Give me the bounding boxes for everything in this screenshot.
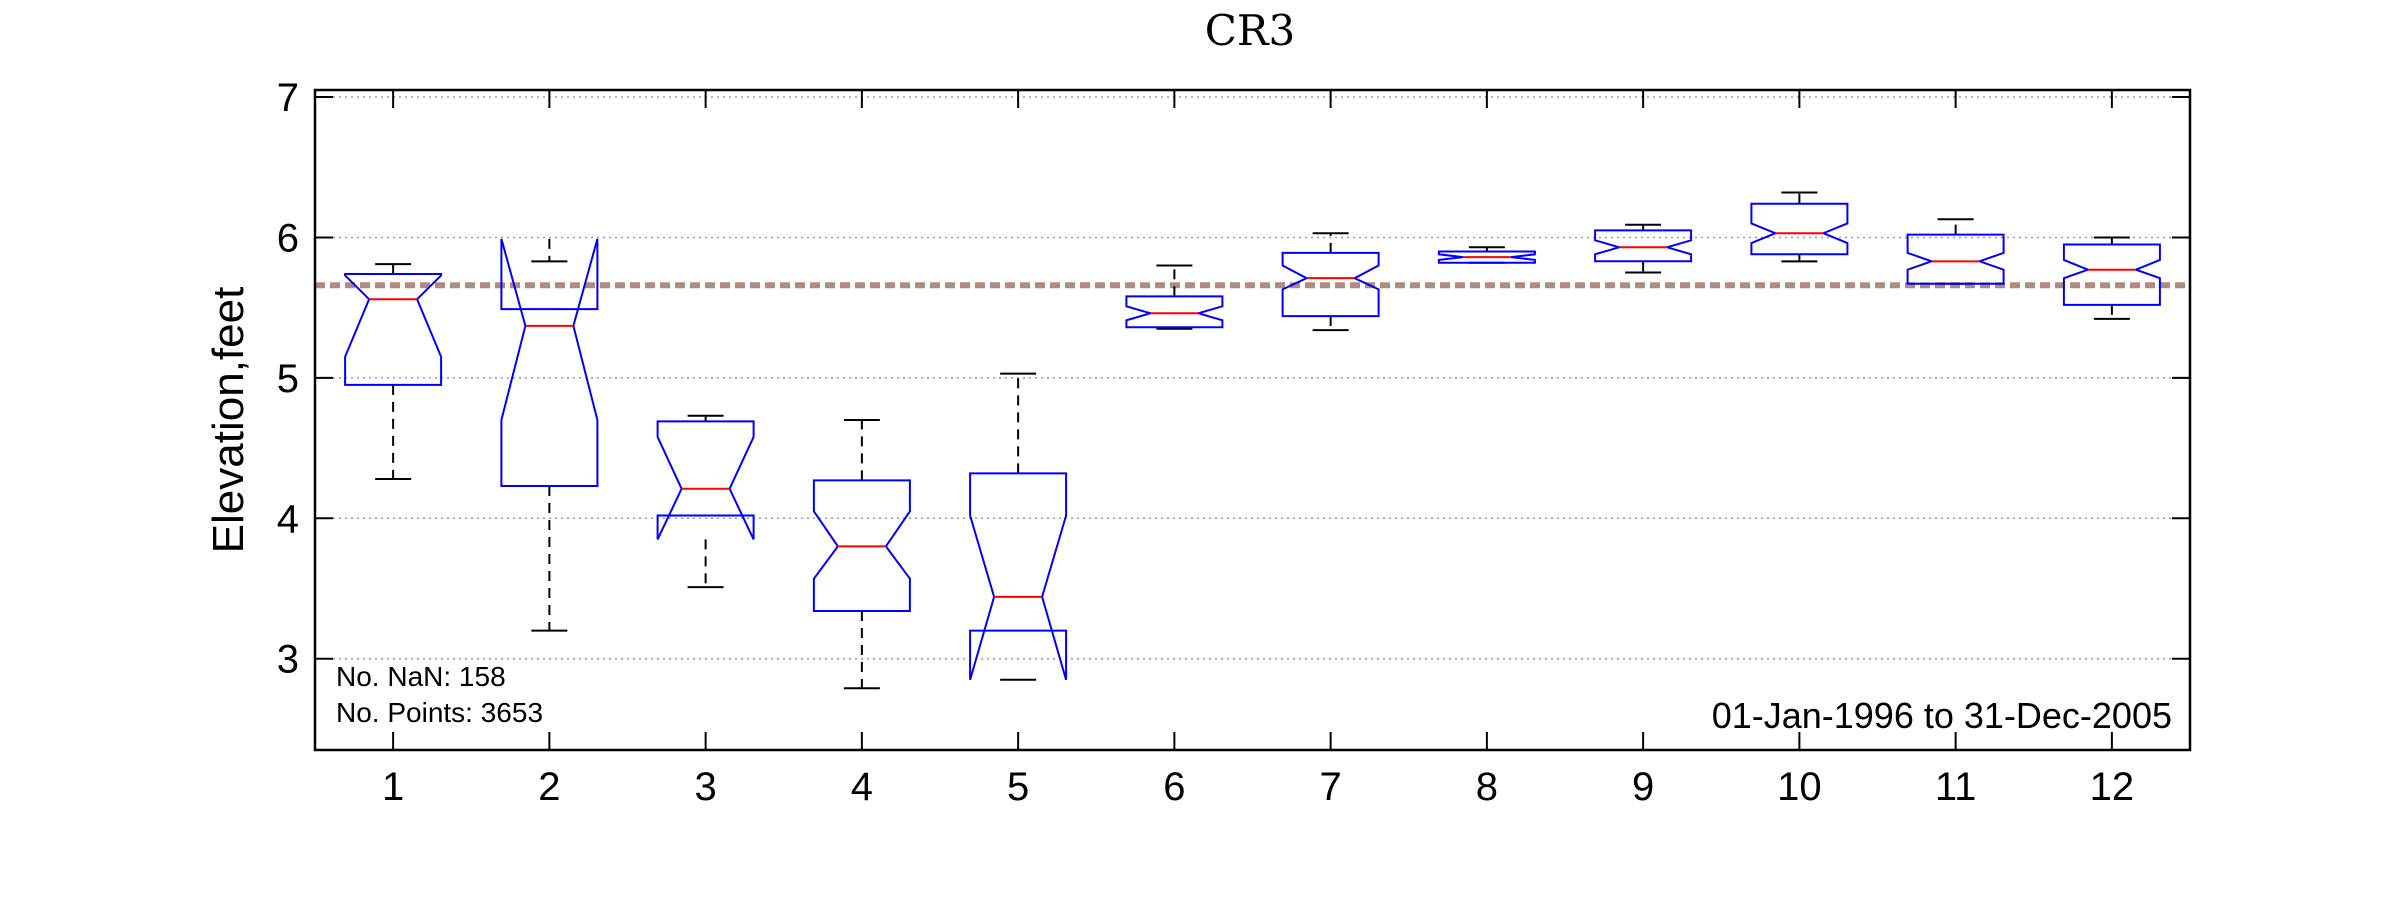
box-month-12 [2062, 236, 2161, 320]
x-tick-label-10: 10 [1777, 765, 1822, 809]
y-tick-label-3: 3 [277, 638, 299, 682]
x-tick-label-9: 9 [1632, 765, 1654, 809]
date-range-note: 01-Jan-1996 to 31-Dec-2005 [1712, 695, 2172, 736]
x-tick-label-12: 12 [2090, 765, 2135, 809]
chart-title: CR3 [1205, 6, 1295, 55]
notched-box [1281, 251, 1380, 318]
box-month-1 [344, 263, 443, 480]
x-tick-label-3: 3 [695, 765, 717, 809]
nan-count-note: No. NaN: 158 [336, 661, 506, 692]
box-month-9 [1594, 223, 1693, 274]
y-tick-label-7: 7 [277, 76, 299, 120]
y-tick-label-5: 5 [277, 357, 299, 401]
box-month-10 [1750, 191, 1849, 263]
notched-box [656, 420, 755, 540]
box-month-6 [1125, 264, 1224, 330]
boxes-group [344, 191, 2161, 690]
x-tick-label-2: 2 [538, 765, 560, 809]
notched-box [1906, 233, 2005, 285]
box-month-3 [656, 414, 755, 589]
grid-lines [315, 96, 2190, 660]
box-month-5 [969, 372, 1068, 681]
box-month-4 [812, 419, 911, 690]
x-tick-label-11: 11 [1935, 765, 1977, 809]
box-month-11 [1906, 218, 2005, 285]
notched-box [812, 479, 911, 612]
notched-box [344, 273, 443, 386]
notched-box [1437, 250, 1536, 264]
point-count-note: No. Points: 3653 [336, 697, 543, 728]
x-tick-label-5: 5 [1007, 765, 1029, 809]
notched-box [500, 238, 599, 487]
plot-frame [313, 88, 2192, 752]
notched-box [2062, 243, 2161, 306]
x-tick-label-7: 7 [1320, 765, 1342, 809]
y-tick-label-6: 6 [277, 216, 299, 260]
notched-box [1125, 295, 1224, 329]
notched-box [1750, 202, 1849, 256]
x-tick-label-8: 8 [1476, 765, 1498, 809]
notched-box [1594, 229, 1693, 263]
y-tick-label-4: 4 [277, 497, 299, 541]
y-axis-label: Elevation,feet [204, 287, 253, 554]
box-month-7 [1281, 232, 1380, 332]
x-tick-label-1: 1 [382, 765, 404, 809]
box-month-8 [1437, 246, 1536, 264]
notched-box [969, 472, 1068, 681]
x-tick-label-6: 6 [1163, 765, 1185, 809]
x-tick-label-4: 4 [851, 765, 873, 809]
box-month-2 [500, 238, 599, 632]
